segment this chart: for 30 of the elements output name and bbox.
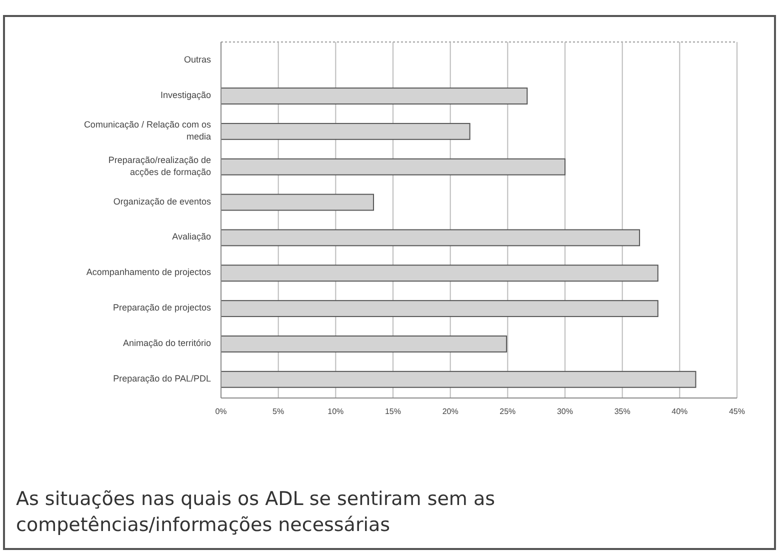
y-tick-label: Acompanhamento de projectos: [86, 268, 212, 278]
x-tick-label: 40%: [672, 407, 688, 416]
y-tick-label: Preparação do PAL/PDL: [113, 374, 211, 384]
y-tick-label: Comunicação / Relação com os media: [84, 120, 212, 142]
text: As situações nas quais os ADL se sentiram sem as competências/informações necessárias: [16, 488, 496, 536]
x-tick-label: 5%: [272, 407, 284, 416]
bar: [220, 88, 528, 104]
x-tick-label: 0%: [215, 407, 227, 416]
bar: [220, 229, 640, 246]
bar: [220, 264, 658, 282]
x-tick-label: 25%: [500, 407, 516, 416]
y-tick-label: Preparação de projectos: [112, 302, 212, 313]
y-tick-label: Preparação/realização de acções de formação: [108, 155, 211, 178]
bar: [220, 194, 374, 211]
x-tick-label: 10%: [328, 407, 344, 416]
x-tick-label: 15%: [384, 407, 402, 416]
bar: [220, 336, 508, 352]
x-tick-label: 45%: [728, 407, 746, 416]
bar: [220, 300, 658, 318]
bar: [220, 122, 470, 140]
bar: [220, 370, 696, 388]
y-tick-label: Animação do território: [122, 338, 211, 348]
y-tick-label: Organização de eventos: [113, 196, 212, 207]
x-tick-label: 30%: [556, 407, 574, 416]
y-tick-label: Outras: [184, 54, 212, 65]
x-tick-label: 35%: [614, 407, 630, 416]
bar: [220, 158, 566, 176]
y-tick-label: Investigação: [160, 90, 211, 100]
x-tick-label: 20%: [442, 407, 458, 416]
y-tick-label: Avaliação: [172, 232, 211, 242]
